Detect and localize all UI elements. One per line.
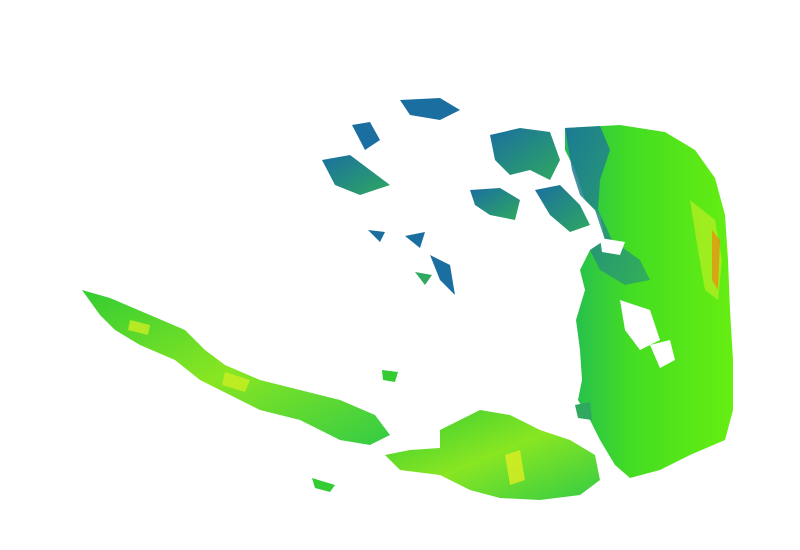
north-echo [400,98,460,120]
eastern-blue-fringe [565,126,650,285]
south-echo [382,370,398,382]
clear-gap [650,340,675,368]
north-echo [352,122,380,150]
north-echo [535,185,590,232]
north-echo [430,255,455,295]
south-heavy-cell [505,450,525,485]
south-echo-complex [385,410,600,500]
southwest-heavy-cell [128,320,150,335]
eastern-intense-cell [712,230,720,290]
north-echo [322,155,390,195]
southwest-echo-band [82,290,390,445]
clear-gap [600,238,625,255]
south-echo [312,478,335,492]
clear-gap [620,300,660,350]
north-echo [490,128,560,180]
north-echo [405,232,425,248]
eastern-echo-region [565,125,733,478]
south-echo [575,402,592,420]
southwest-heavy-cell [222,372,250,392]
north-echo [415,272,432,285]
north-echo [368,230,385,242]
north-echo [470,188,520,220]
